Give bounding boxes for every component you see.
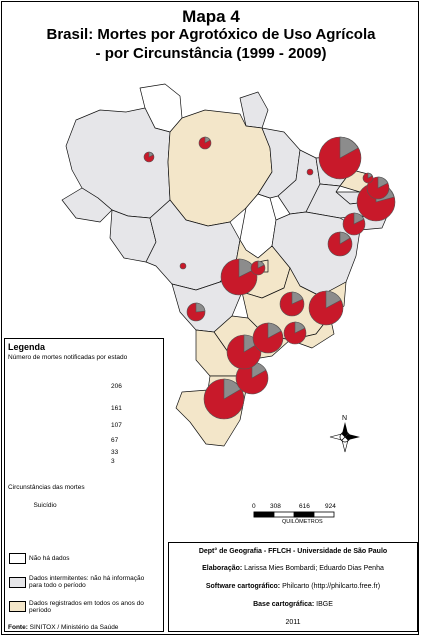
state-maranhao [257,127,301,199]
state-mato-grosso-do-sul [171,279,243,333]
scale-tick: 308 [270,503,281,510]
source-label: Fonte: [8,624,28,631]
legend-class-label: Dados registrados em todos os anos do pe… [29,600,144,614]
credits-elab-value: Larissa Mies Bombardi; Eduardo Dias Penh… [244,565,384,572]
map-number: Mapa 4 [182,7,240,26]
state-rondonia [109,209,157,263]
legend-swatch-intermitente [9,577,26,588]
legend-circumstance-title: Circunstâncias das mortes [8,484,85,491]
source-value: SINITOX / Ministério da Saúde [29,624,119,631]
legend-size-label: 107 [111,422,122,429]
scale-tick: 924 [325,503,336,510]
legend-swatch-sem-dados [9,553,26,564]
legend-outros-label: Outros [35,516,55,523]
scale-bar [253,511,335,518]
credits-year: 2011 [285,619,301,626]
scale-unit: QUILÔMETROS [282,519,323,525]
credits-base-value: IBGE [316,601,333,608]
map-subtitle: - por Circunstância (1999 - 2009) [95,45,327,62]
legend-class-label: Não há dados [29,555,70,562]
legend-swatch-todos-anos [9,601,26,612]
scale-tick: 616 [299,503,310,510]
pie-piaui [306,168,314,176]
legend-size-label: 161 [111,405,122,412]
legend-subtitle: Número de mortes notificadas por estado [8,354,128,361]
legend-suicidio-label: Suicídio [33,502,57,509]
north-arrow-icon [329,422,360,453]
credits-box: Dept° de Geografia - FFLCH - Universidad… [168,542,418,632]
legend-box: Legenda Número de mortes notificadas por… [4,338,164,632]
scale-tick: 0 [252,503,256,510]
credits-software-value: Philcarto (http://philcarto.free.fr) [282,583,381,590]
legend-title: Legenda [8,342,46,352]
north-label: N [342,415,348,422]
map-title: Brasil: Mortes por Agrotóxico de Uso Agr… [46,26,376,43]
credits-base-label: Base cartográfica: [253,601,315,608]
source-note: Fonte: SINITOX / Ministério da Saúde [8,624,118,631]
credits-software-label: Software cartográfico: [205,583,281,590]
legend-size-label: 33 [111,449,119,456]
legend-size-label: 3 [111,458,115,465]
state-amapa [239,91,269,129]
legend-size-label: 206 [111,383,122,390]
credits-elab-label: Elaboração: [202,565,243,572]
pie-mato-grosso [179,262,187,270]
legend-size-label: 67 [111,437,119,444]
legend-class-label: Dados intermitentes: não há informação p… [29,575,145,589]
credits-department: Dept° de Geografia - FFLCH - Universidad… [198,548,388,555]
